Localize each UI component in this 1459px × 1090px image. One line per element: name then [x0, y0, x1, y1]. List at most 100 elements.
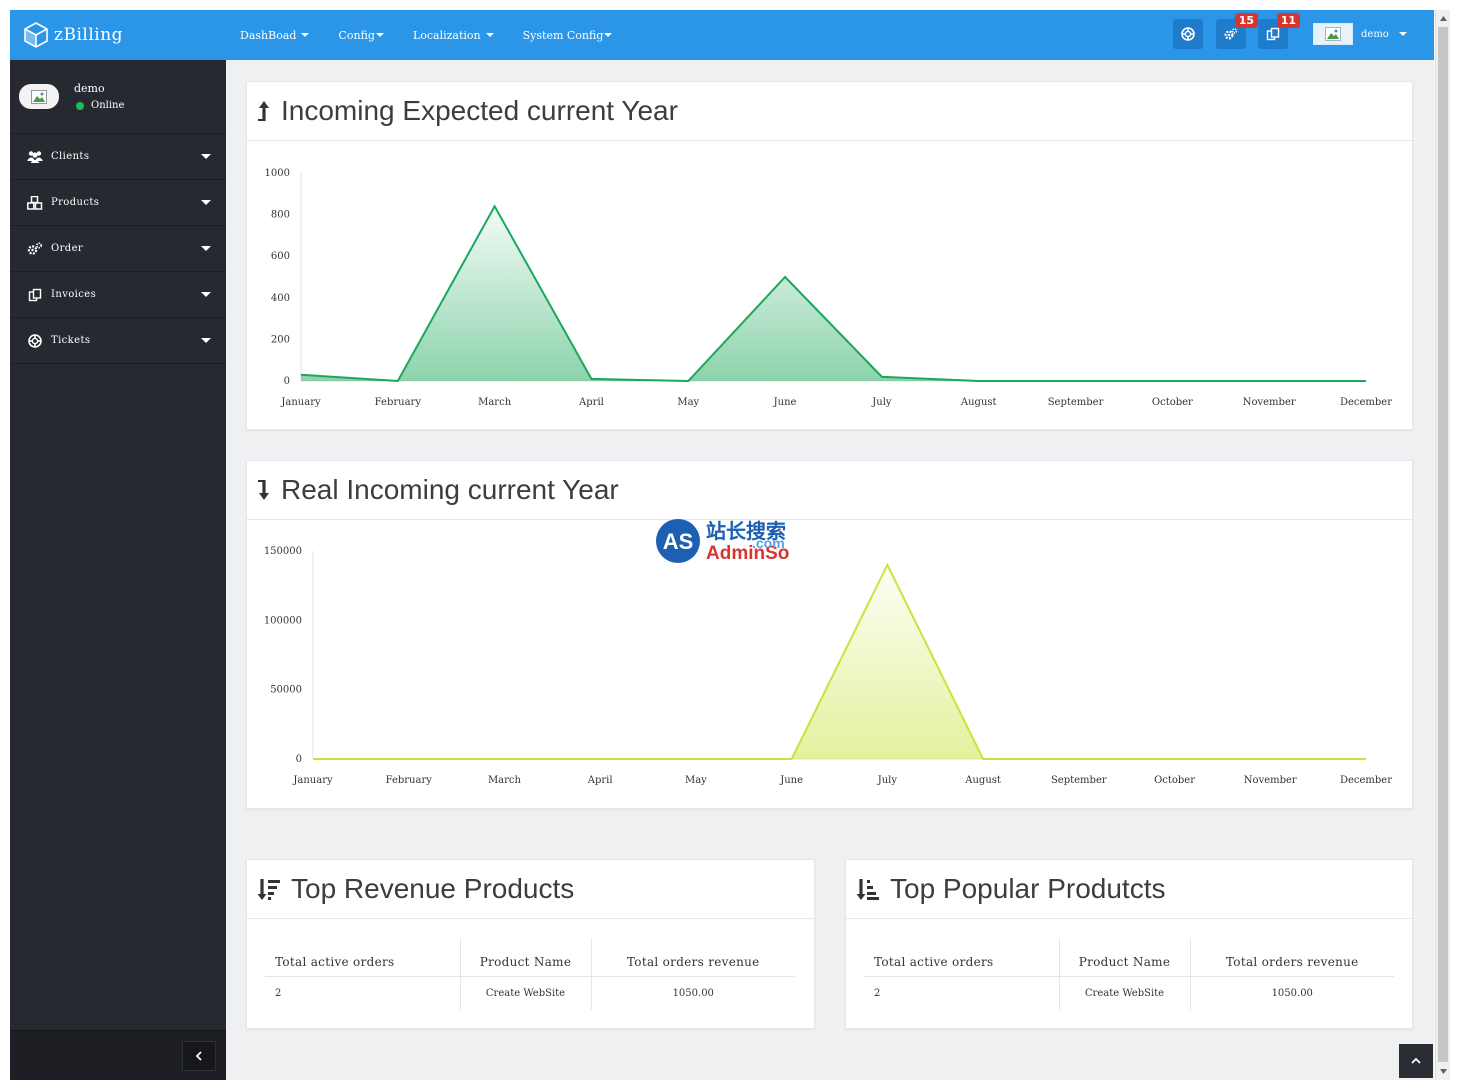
- data-point[interactable]: [977, 379, 981, 383]
- sidebar-item-order[interactable]: Order: [10, 226, 226, 272]
- x-tick-label: December: [1340, 775, 1392, 786]
- window-scrollbar[interactable]: [1435, 10, 1450, 1080]
- watermark-com: .com: [752, 535, 785, 551]
- data-point[interactable]: [407, 757, 411, 761]
- expected-income-panel: Incoming Expected current Year 0 200 400 60…: [246, 81, 1413, 430]
- scroll-to-top-button[interactable]: [1399, 1044, 1433, 1078]
- cubes-icon: [27, 195, 43, 211]
- y-tick-label: 400: [271, 293, 290, 304]
- top-revenue-table: Total active orders Product Name Total o…: [265, 938, 795, 1010]
- sidebar-item-invoices[interactable]: Invoices: [10, 272, 226, 318]
- profile-status: Online: [76, 100, 124, 111]
- nav-config[interactable]: Config: [338, 29, 384, 42]
- data-point[interactable]: [1170, 379, 1174, 383]
- data-point[interactable]: [783, 275, 787, 279]
- x-tick-label: October: [1154, 775, 1195, 786]
- nav-config-label: Config: [338, 28, 375, 42]
- sidebar-item-label: Order: [51, 243, 84, 254]
- y-tick-label: 200: [271, 334, 290, 345]
- top-popular-panel: Top Popular Produtcts Total active order…: [845, 859, 1413, 1029]
- sidebar-footer: [10, 1030, 226, 1080]
- sidebar-profile: demo Online: [10, 60, 226, 134]
- profile-name: demo: [74, 82, 105, 95]
- column-header: Product Name: [459, 938, 591, 977]
- x-tick-label: February: [375, 397, 422, 408]
- data-point[interactable]: [493, 204, 497, 208]
- y-tick-label: 150000: [264, 546, 302, 557]
- caret-down-icon: [1398, 32, 1407, 36]
- nav-localization-label: Localization: [412, 28, 481, 42]
- settings-button[interactable]: 15: [1216, 13, 1258, 49]
- x-tick-label: August: [964, 775, 1001, 786]
- sidebar-item-label: Products: [51, 197, 100, 208]
- column-header: Product Name: [1058, 938, 1190, 977]
- data-point[interactable]: [686, 379, 690, 383]
- y-tick-label: 800: [271, 210, 290, 221]
- support-button[interactable]: [1173, 19, 1203, 49]
- data-point[interactable]: [981, 757, 985, 761]
- caret-down-icon: [201, 292, 211, 297]
- scroll-down-arrow[interactable]: [1436, 1064, 1451, 1079]
- data-point[interactable]: [1074, 379, 1078, 383]
- x-tick-label: August: [960, 397, 997, 408]
- series-line: [313, 562, 1366, 760]
- data-point[interactable]: [598, 757, 602, 761]
- caret-down-icon: [201, 338, 211, 343]
- x-tick-label: July: [877, 775, 898, 786]
- sidebar-collapse-button[interactable]: [182, 1041, 216, 1071]
- data-point[interactable]: [502, 757, 506, 761]
- top-popular-table: Total active orders Product Name Total o…: [864, 938, 1394, 1010]
- caret-down-icon: [201, 200, 211, 205]
- data-point[interactable]: [885, 563, 889, 567]
- data-point[interactable]: [589, 377, 593, 381]
- chevron-up-icon: [1411, 1057, 1421, 1064]
- data-point[interactable]: [1364, 757, 1368, 761]
- series-line: [300, 204, 1366, 383]
- nav-dashboard[interactable]: DashBoad: [240, 29, 310, 42]
- long-arrow-up-icon: [258, 101, 269, 121]
- copy-icon: [1266, 27, 1280, 41]
- series-area: [301, 206, 1366, 381]
- panel-title: Top Popular Produtcts: [890, 873, 1166, 904]
- watermark-cn: 站长搜索: [706, 519, 786, 543]
- data-point[interactable]: [299, 373, 303, 377]
- caret-down-icon: [375, 33, 384, 37]
- x-tick-label: June: [779, 775, 803, 786]
- x-tick-label: May: [685, 775, 707, 786]
- data-point[interactable]: [311, 757, 315, 761]
- sidebar: demo Online Clients Products Order: [10, 60, 226, 1080]
- table-header-row: Total active orders Product Name Total o…: [265, 938, 795, 977]
- table-header-row: Total active orders Product Name Total o…: [864, 938, 1394, 977]
- invoices-badge: 11: [1276, 13, 1300, 28]
- sidebar-item-clients[interactable]: Clients: [10, 134, 226, 180]
- brand-logo[interactable]: zBilling: [24, 22, 123, 48]
- panel-title: Incoming Expected current Year: [281, 95, 678, 126]
- data-point[interactable]: [694, 757, 698, 761]
- data-point[interactable]: [790, 757, 794, 761]
- sidebar-item-products[interactable]: Products: [10, 180, 226, 226]
- data-point[interactable]: [1267, 379, 1271, 383]
- data-point[interactable]: [1173, 757, 1177, 761]
- data-point[interactable]: [1364, 379, 1368, 383]
- scroll-up-arrow[interactable]: [1436, 11, 1451, 26]
- invoices-button[interactable]: 11: [1258, 13, 1300, 49]
- online-dot-icon: [76, 101, 84, 110]
- life-ring-icon: [1181, 27, 1195, 41]
- sort-amount-asc-icon: [856, 879, 879, 900]
- x-tick-label: October: [1152, 397, 1193, 408]
- data-point[interactable]: [880, 375, 884, 379]
- broken-image-icon: [31, 89, 47, 104]
- nav-system-config[interactable]: System Config: [523, 29, 613, 42]
- watermark-circle: [656, 519, 700, 563]
- data-point[interactable]: [396, 379, 400, 383]
- scrollbar-thumb[interactable]: [1438, 27, 1448, 1062]
- sidebar-item-label: Tickets: [51, 335, 91, 346]
- nav-localization[interactable]: Localization: [413, 29, 494, 42]
- sidebar-item-tickets[interactable]: Tickets: [10, 318, 226, 364]
- gears-icon: [1224, 28, 1238, 40]
- x-tick-label: September: [1051, 775, 1107, 786]
- data-point[interactable]: [1268, 757, 1272, 761]
- data-point[interactable]: [1077, 757, 1081, 761]
- user-menu[interactable]: demo: [1313, 22, 1407, 46]
- user-name: demo: [1361, 28, 1389, 40]
